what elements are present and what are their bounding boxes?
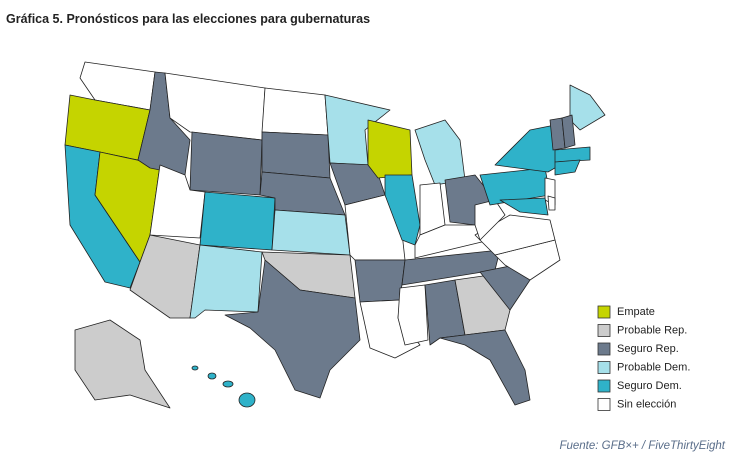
region: [222, 380, 234, 388]
region: [207, 372, 217, 380]
legend-label: Empate: [617, 306, 655, 318]
region: [224, 259, 361, 399]
legend-swatch: [597, 379, 611, 393]
region: [494, 124, 561, 173]
title: Gráfica 5. Pronósticos para las eleccion…: [6, 12, 371, 26]
region: [271, 209, 351, 256]
region: [189, 131, 263, 196]
region: [499, 197, 549, 216]
legend-label: Probable Rep.: [617, 324, 687, 336]
region: [561, 114, 576, 149]
legend-swatch: [597, 324, 611, 337]
legend-label: Seguro Dem.: [617, 380, 682, 392]
legend-swatch: [597, 342, 611, 356]
region: [261, 87, 329, 136]
region: [547, 195, 556, 211]
legend: Empate Probable Rep. Seguro Rep. Probable D…: [597, 305, 690, 411]
region: [414, 119, 466, 186]
region: [74, 319, 171, 409]
region: [367, 119, 413, 179]
region: [191, 365, 199, 371]
region: [238, 392, 256, 408]
region: [189, 244, 263, 319]
region: [397, 284, 429, 346]
legend-swatch: [597, 305, 611, 319]
legend-label: Sin elección: [617, 398, 676, 410]
source: Fuente: GFB×+ / FiveThirtyEight: [559, 440, 725, 452]
legend-swatch: [597, 361, 611, 374]
region: [261, 131, 331, 179]
region: [554, 146, 591, 163]
legend-label: Seguro Rep.: [617, 343, 679, 355]
region: [569, 84, 606, 131]
legend-label: Probable Dem.: [617, 361, 690, 373]
region: [354, 259, 406, 303]
region: [199, 191, 276, 251]
legend-swatch: [597, 398, 611, 411]
region: [554, 159, 581, 176]
map: [64, 61, 606, 409]
region: [324, 94, 391, 166]
region: [439, 329, 531, 406]
